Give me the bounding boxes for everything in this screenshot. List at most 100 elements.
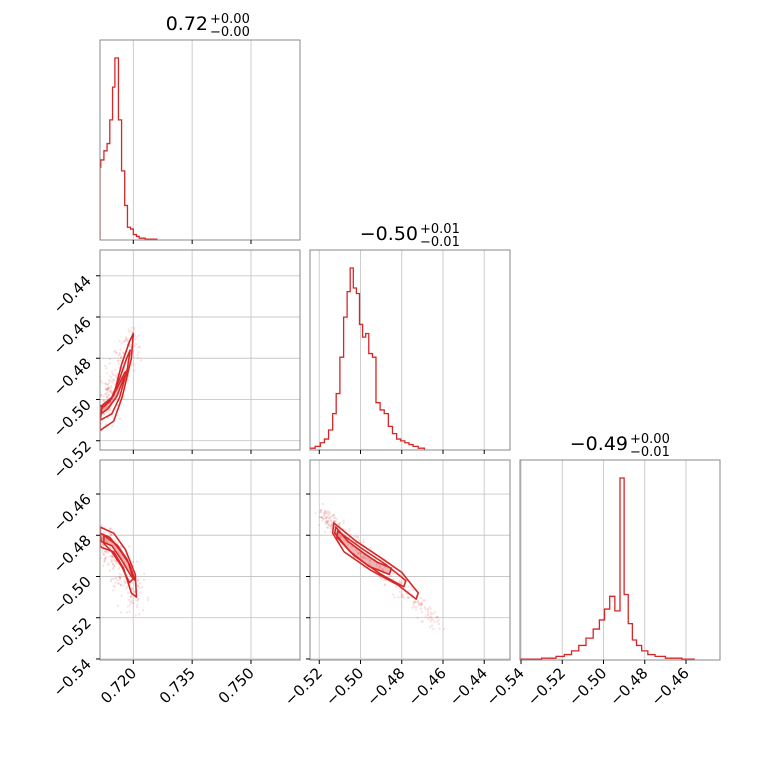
sample-point bbox=[104, 557, 107, 560]
sample-point bbox=[113, 585, 116, 588]
sample-point bbox=[392, 577, 395, 580]
sample-point bbox=[96, 539, 98, 541]
sample-point bbox=[107, 378, 111, 382]
sample-point bbox=[380, 576, 383, 579]
sample-point bbox=[321, 502, 324, 506]
sample-point bbox=[97, 527, 99, 529]
sample-point bbox=[118, 340, 121, 343]
sample-point bbox=[414, 601, 417, 604]
x-tick-label: −0.44 bbox=[446, 664, 491, 709]
sample-point bbox=[108, 374, 112, 377]
sample-point bbox=[111, 425, 114, 428]
sample-point bbox=[327, 523, 330, 526]
histogram-bin bbox=[336, 394, 340, 450]
histogram-bin bbox=[655, 656, 665, 660]
sample-point bbox=[423, 599, 426, 602]
sample-point bbox=[109, 533, 113, 536]
sample-point bbox=[112, 374, 115, 377]
sample-point bbox=[330, 522, 333, 525]
sample-point bbox=[101, 536, 104, 539]
histogram-bin bbox=[405, 443, 409, 450]
sample-point bbox=[104, 550, 107, 553]
sample-point bbox=[123, 339, 126, 343]
sample-point bbox=[326, 526, 330, 529]
sample-point bbox=[418, 602, 421, 605]
sample-point bbox=[324, 512, 327, 515]
sample-point bbox=[358, 551, 362, 554]
sample-point bbox=[110, 555, 113, 558]
sample-point bbox=[136, 579, 140, 582]
sample-point bbox=[326, 521, 329, 524]
sample-point bbox=[332, 514, 335, 517]
sample-point bbox=[322, 512, 325, 515]
sample-point bbox=[104, 382, 108, 385]
sample-point bbox=[384, 566, 387, 569]
sample-point bbox=[104, 406, 107, 410]
sample-point bbox=[107, 387, 110, 390]
sample-point bbox=[111, 559, 114, 562]
sample-point bbox=[146, 598, 150, 602]
panel-frame bbox=[99, 249, 301, 451]
sample-point bbox=[115, 398, 118, 401]
sample-point bbox=[97, 397, 99, 399]
sample-point bbox=[330, 514, 333, 517]
histogram-bin bbox=[320, 443, 324, 450]
sample-point bbox=[435, 616, 438, 619]
sample-point bbox=[430, 618, 433, 621]
sample-point bbox=[104, 557, 107, 560]
histogram-frame bbox=[99, 39, 301, 241]
sample-point bbox=[127, 374, 131, 378]
sample-point bbox=[401, 595, 404, 598]
sample-point bbox=[105, 393, 108, 396]
histogram-bin bbox=[624, 594, 628, 660]
sample-point bbox=[130, 595, 133, 598]
sample-point bbox=[108, 407, 111, 411]
histogram-bin bbox=[397, 439, 401, 450]
sample-point bbox=[88, 522, 90, 524]
sample-point bbox=[329, 518, 332, 522]
histogram-bin bbox=[620, 478, 624, 660]
sample-point bbox=[139, 591, 142, 594]
sample-point bbox=[344, 528, 347, 531]
sample-point bbox=[333, 519, 336, 523]
sample-point bbox=[104, 556, 107, 559]
sample-point bbox=[314, 512, 317, 515]
sample-point bbox=[97, 402, 99, 404]
sample-point bbox=[357, 536, 360, 540]
y-tick-label: −0.52 bbox=[50, 437, 95, 482]
sample-point bbox=[102, 553, 105, 556]
sample-point bbox=[135, 599, 138, 602]
sample-point bbox=[129, 600, 132, 604]
sample-point bbox=[335, 518, 339, 521]
sample-point bbox=[110, 405, 113, 408]
sample-point bbox=[322, 517, 325, 520]
sample-point bbox=[100, 422, 103, 425]
sample-point bbox=[364, 557, 367, 560]
sample-point bbox=[426, 607, 430, 610]
sample-point bbox=[119, 576, 122, 579]
sample-point bbox=[416, 616, 419, 619]
sample-point bbox=[136, 603, 139, 606]
sample-point bbox=[129, 345, 132, 348]
sample-point bbox=[412, 601, 415, 604]
panel-0-1 bbox=[91, 250, 300, 450]
sample-point bbox=[104, 387, 107, 391]
sample-point bbox=[420, 601, 423, 604]
sample-point bbox=[119, 348, 122, 351]
sample-point bbox=[392, 593, 395, 596]
sample-point bbox=[136, 584, 140, 587]
sample-point bbox=[325, 519, 328, 522]
sample-point bbox=[97, 523, 99, 525]
sample-point bbox=[368, 559, 371, 563]
sample-point bbox=[133, 328, 136, 331]
sample-point bbox=[106, 397, 109, 400]
sample-point bbox=[91, 422, 93, 424]
sample-point bbox=[108, 380, 112, 383]
sample-point bbox=[353, 535, 356, 538]
sample-point bbox=[443, 627, 446, 631]
contour-line bbox=[336, 530, 407, 588]
sample-point bbox=[407, 596, 410, 599]
panel-1-2 bbox=[310, 460, 510, 660]
sample-point bbox=[329, 530, 332, 533]
histogram-bin bbox=[564, 655, 571, 660]
